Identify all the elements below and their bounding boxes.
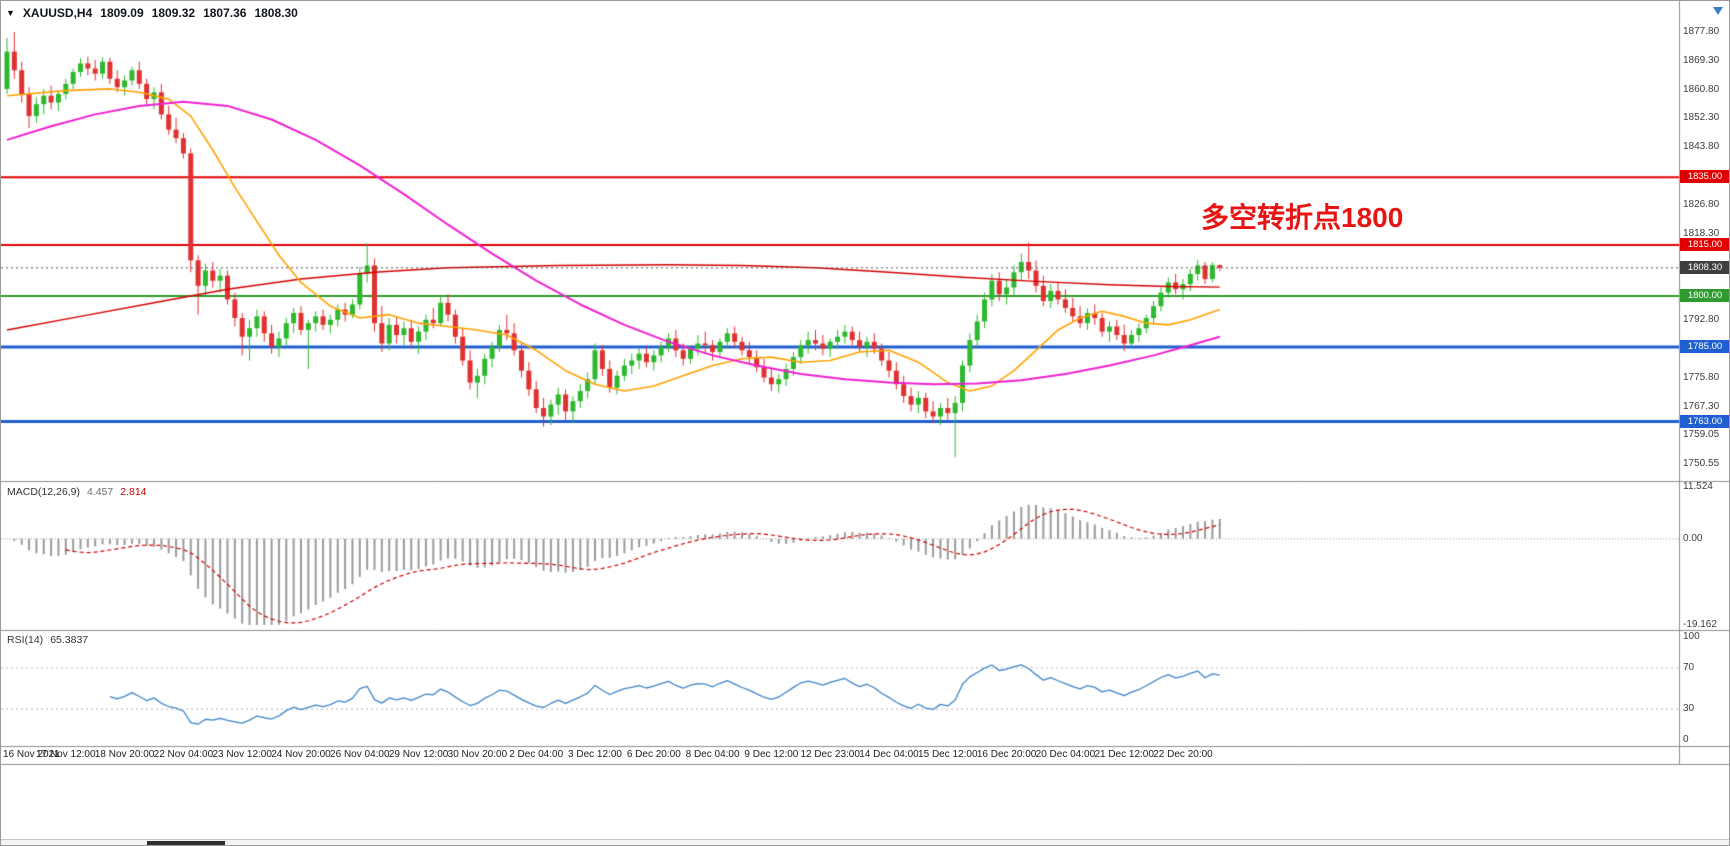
macd-indicator-label: MACD(12,26,9) 4.457 2.814 [7, 486, 147, 498]
price-line-badge: 1835.00 [1680, 170, 1729, 184]
price-tick: 1759.05 [1683, 429, 1720, 440]
rsi-value: 65.3837 [50, 634, 89, 646]
ohlc-close-value: 1808.30 [254, 6, 298, 20]
time-label: 16 Dec 20:00 [976, 749, 1037, 760]
rsi-title: RSI(14) [7, 634, 44, 646]
rsi-axis[interactable]: 100 70 30 0 [1679, 631, 1729, 746]
macd-title: MACD(12,26,9) [7, 486, 80, 498]
price-tick: 1852.30 [1683, 112, 1720, 124]
time-label: 22 Nov 04:00 [153, 749, 214, 760]
time-label: 26 Nov 04:00 [330, 749, 390, 760]
price-line-badge: 1808.30 [1680, 260, 1729, 274]
price-line-badge: 1763.00 [1680, 414, 1729, 428]
macd-axis-tick: 11.524 [1683, 481, 1713, 492]
macd-axis[interactable]: 11.524 0.00 -19.162 [1679, 481, 1729, 630]
rsi-axis-tick: 0 [1683, 734, 1689, 745]
price-line-badge: 1815.00 [1680, 238, 1729, 252]
price-tick: 1818.30 [1683, 227, 1720, 239]
price-axis[interactable]: 1877.80 1869.30 1860.80 1852.30 1843.80 1826.… [1679, 1, 1729, 481]
symbol-period-label: XAUUSD,H4 [22, 6, 93, 20]
price-tick: 1750.55 [1683, 457, 1720, 469]
price-tick: 1869.30 [1683, 54, 1720, 66]
chart-shift-marker-icon [1713, 7, 1723, 15]
time-label: 3 Dec 12:00 [568, 749, 622, 760]
price-tick: 1843.80 [1683, 141, 1720, 153]
rsi-axis-tick: 30 [1683, 703, 1695, 715]
rsi-axis-tick: 100 [1683, 631, 1700, 642]
price-tick: 1826.80 [1683, 199, 1720, 211]
time-label: 2 Dec 04:00 [509, 749, 564, 760]
price-tick: 1860.80 [1683, 83, 1720, 95]
ohlc-low-value: 1807.36 [203, 6, 247, 20]
macd-signal-value: 2.814 [120, 486, 147, 498]
time-label: 29 Nov 12:00 [388, 749, 449, 760]
ohlc-open-value: 1809.09 [100, 6, 144, 20]
time-label: 18 Nov 20:00 [94, 749, 155, 760]
time-label: 9 Dec 12:00 [744, 749, 799, 760]
time-label: 15 Dec 12:00 [918, 749, 978, 760]
time-label: 12 Dec 23:00 [800, 749, 860, 760]
symbol-dropdown-icon[interactable]: ▼ [6, 8, 15, 18]
macd-main-value: 4.457 [86, 486, 114, 498]
time-label: 24 Nov 20:00 [271, 749, 331, 760]
time-label: 16 Nov 2021 [3, 749, 60, 760]
macd-axis-tick: -19.162 [1683, 619, 1717, 630]
time-label: 23 Nov 12:00 [212, 749, 272, 760]
ohlc-high-value: 1809.32 [151, 6, 196, 20]
time-label: 14 Dec 04:00 [859, 749, 919, 760]
rsi-indicator-label: RSI(14) 65.3837 [7, 634, 88, 646]
price-tick: 1775.80 [1683, 372, 1720, 384]
time-label: 6 Dec 20:00 [626, 749, 681, 760]
macd-axis-tick: 0.00 [1683, 532, 1703, 544]
rsi-axis-tick: 70 [1683, 661, 1695, 673]
symbol-ohlc-label: ▼ XAUUSD,H4 1809.09 1809.32 1807.36 1808… [6, 6, 298, 20]
time-label: 8 Dec 04:00 [685, 749, 740, 760]
price-line-badge: 1785.00 [1680, 339, 1729, 353]
time-label: 21 Dec 12:00 [1094, 749, 1154, 760]
time-label: 20 Dec 04:00 [1035, 749, 1096, 760]
price-tick: 1767.30 [1683, 400, 1720, 412]
time-label: 30 Nov 20:00 [447, 749, 508, 760]
price-tick: 1792.80 [1683, 314, 1720, 326]
horizontal-scrollbar[interactable] [1, 839, 1729, 845]
time-label: 22 Dec 20:00 [1153, 749, 1213, 760]
annotation-text: 多空转折点1800 [1201, 202, 1404, 233]
scrollbar-thumb[interactable] [147, 841, 225, 845]
price-line-badge: 1800.00 [1680, 288, 1729, 302]
price-tick: 1877.80 [1683, 25, 1720, 37]
time-axis[interactable]: 16 Nov 2021 17 Nov 12:00 18 Nov 20:00 22 No… [1, 747, 1679, 765]
time-label: 17 Nov 12:00 [36, 749, 96, 760]
